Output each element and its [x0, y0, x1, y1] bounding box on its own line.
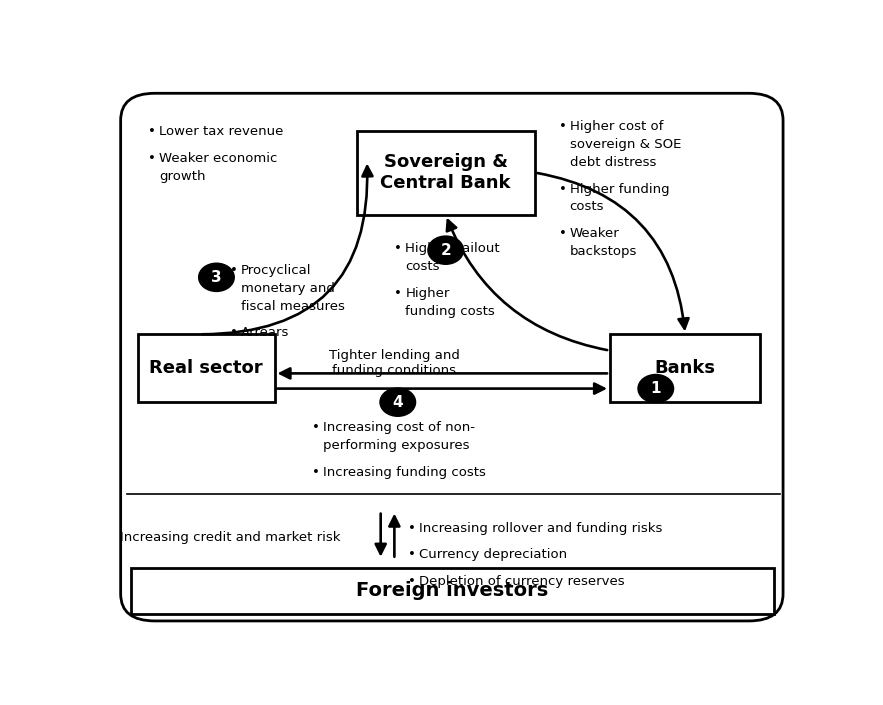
- Text: performing exposures: performing exposures: [323, 439, 470, 452]
- Text: •: •: [230, 264, 238, 277]
- Text: •: •: [148, 125, 156, 138]
- Text: Real sector: Real sector: [149, 360, 263, 377]
- Text: Depletion of currency reserves: Depletion of currency reserves: [419, 575, 624, 589]
- Text: fiscal measures: fiscal measures: [241, 300, 345, 312]
- Text: Higher: Higher: [405, 287, 449, 300]
- Text: •: •: [148, 152, 156, 165]
- Text: Weaker economic: Weaker economic: [159, 152, 277, 165]
- Text: Procyclical: Procyclical: [241, 264, 312, 277]
- Text: •: •: [559, 183, 567, 195]
- Text: •: •: [230, 326, 238, 339]
- Text: 1: 1: [651, 381, 661, 396]
- FancyBboxPatch shape: [610, 334, 760, 402]
- Text: Arrears: Arrears: [241, 326, 290, 339]
- Text: Higher cost of: Higher cost of: [570, 120, 663, 133]
- Text: Increasing credit and market risk: Increasing credit and market risk: [120, 532, 340, 544]
- FancyBboxPatch shape: [131, 568, 774, 614]
- FancyBboxPatch shape: [357, 130, 535, 215]
- Circle shape: [428, 236, 464, 264]
- Text: Increasing rollover and funding risks: Increasing rollover and funding risks: [419, 522, 662, 534]
- Text: •: •: [408, 575, 416, 589]
- Text: Lower tax revenue: Lower tax revenue: [159, 125, 283, 138]
- Text: 2: 2: [441, 243, 451, 257]
- Text: Increasing funding costs: Increasing funding costs: [323, 466, 486, 479]
- Text: •: •: [395, 242, 403, 255]
- Text: •: •: [559, 228, 567, 240]
- Text: Tighter lending and
funding conditions: Tighter lending and funding conditions: [329, 348, 460, 376]
- Text: •: •: [313, 421, 321, 434]
- Text: Sovereign &
Central Bank: Sovereign & Central Bank: [381, 154, 511, 192]
- Text: 3: 3: [211, 270, 222, 285]
- Text: •: •: [395, 287, 403, 300]
- Circle shape: [380, 388, 416, 416]
- Text: Higher funding: Higher funding: [570, 183, 669, 195]
- Circle shape: [199, 263, 234, 291]
- Text: growth: growth: [159, 170, 206, 183]
- Text: costs: costs: [405, 260, 440, 273]
- Text: costs: costs: [570, 200, 604, 214]
- Text: •: •: [559, 120, 567, 133]
- Text: monetary and: monetary and: [241, 282, 335, 295]
- Text: Higher bailout: Higher bailout: [405, 242, 500, 255]
- Text: Foreign investors: Foreign investors: [357, 582, 548, 601]
- Text: •: •: [313, 466, 321, 479]
- Text: backstops: backstops: [570, 245, 637, 258]
- Text: Currency depreciation: Currency depreciation: [419, 548, 567, 561]
- FancyBboxPatch shape: [138, 334, 275, 402]
- Text: 4: 4: [392, 395, 404, 410]
- Text: Increasing cost of non-: Increasing cost of non-: [323, 421, 475, 434]
- Text: funding costs: funding costs: [405, 305, 495, 318]
- Text: sovereign & SOE: sovereign & SOE: [570, 137, 681, 151]
- Text: Banks: Banks: [654, 360, 716, 377]
- FancyBboxPatch shape: [121, 93, 783, 621]
- Circle shape: [638, 374, 674, 403]
- Text: •: •: [408, 548, 416, 561]
- Text: •: •: [408, 522, 416, 534]
- Text: debt distress: debt distress: [570, 156, 656, 168]
- Text: Weaker: Weaker: [570, 228, 619, 240]
